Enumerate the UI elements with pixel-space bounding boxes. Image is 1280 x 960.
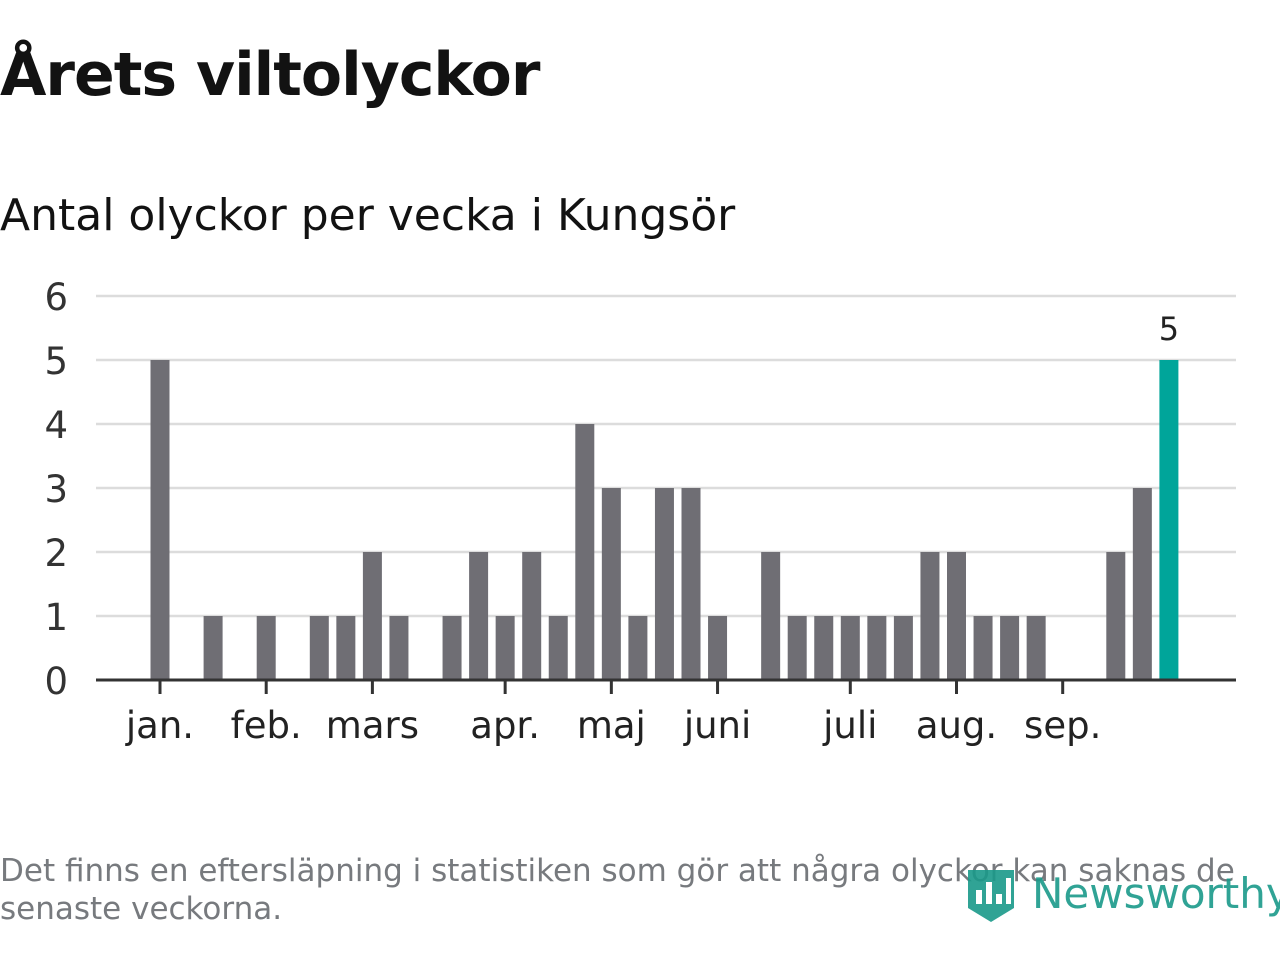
x-tick-label: juli xyxy=(822,704,877,747)
bar xyxy=(150,360,170,680)
data-label-last-week: 5 xyxy=(1159,310,1179,348)
bar xyxy=(309,616,329,680)
bar xyxy=(469,552,489,680)
y-tick-label: 2 xyxy=(44,532,68,575)
bar-highlight xyxy=(1159,360,1179,680)
x-axis-ticks: jan. feb. mars apr. maj juni juli aug. sep. xyxy=(125,680,1101,747)
bar xyxy=(893,616,913,680)
bar xyxy=(575,424,595,680)
y-tick-label: 0 xyxy=(44,660,68,703)
chart-title: Årets viltolyckor xyxy=(0,40,540,110)
y-tick-label: 4 xyxy=(44,404,68,447)
bar xyxy=(867,616,887,680)
y-tick-label: 1 xyxy=(44,596,68,639)
data-labels: 5 xyxy=(1159,310,1179,348)
bar xyxy=(1026,616,1046,680)
newsworthy-logo-icon xyxy=(968,870,1014,922)
bar xyxy=(203,616,223,680)
bar xyxy=(973,616,993,680)
bar xyxy=(1106,552,1126,680)
y-tick-label: 5 xyxy=(44,340,68,383)
bar xyxy=(787,616,807,680)
bar xyxy=(761,552,781,680)
x-tick-label: sep. xyxy=(1024,704,1101,747)
bar xyxy=(840,616,860,680)
bar xyxy=(256,616,276,680)
bar xyxy=(495,616,515,680)
bar xyxy=(522,552,542,680)
footnote: Det finns en eftersläpning i statistiken… xyxy=(0,853,1235,927)
bar xyxy=(389,616,409,680)
bars xyxy=(150,360,1179,680)
x-tick-label: aug. xyxy=(916,704,997,747)
x-tick-label: jan. xyxy=(125,704,194,747)
bar xyxy=(601,488,621,680)
y-axis-ticks: 0 1 2 3 4 5 6 xyxy=(44,276,68,703)
x-tick-label: feb. xyxy=(231,704,302,747)
bar xyxy=(947,552,966,680)
bar xyxy=(442,616,462,680)
bar xyxy=(654,488,674,680)
brand-name: Newsworthy xyxy=(1032,868,1280,918)
bar xyxy=(336,616,356,680)
x-tick-label: maj xyxy=(577,704,646,747)
bar xyxy=(708,616,728,680)
bar xyxy=(1000,616,1020,680)
bar xyxy=(362,552,382,680)
x-tick-label: juni xyxy=(683,704,751,747)
brand-logo: Newsworthy xyxy=(964,860,1280,926)
x-tick-label: apr. xyxy=(470,704,540,747)
bar xyxy=(548,616,568,680)
bar xyxy=(1132,488,1152,680)
chart-subtitle: Antal olyckor per vecka i Kungsör xyxy=(0,190,736,241)
bar xyxy=(681,488,701,680)
y-tick-label: 6 xyxy=(44,276,68,319)
y-tick-label: 3 xyxy=(44,468,68,511)
bar xyxy=(628,616,648,680)
x-tick-label: mars xyxy=(326,704,419,747)
bar-chart: 0 1 2 3 4 5 6 jan. feb. mars apr. maj juni juli aug. s… xyxy=(44,276,1236,747)
bar xyxy=(920,552,940,680)
bar xyxy=(814,616,834,680)
